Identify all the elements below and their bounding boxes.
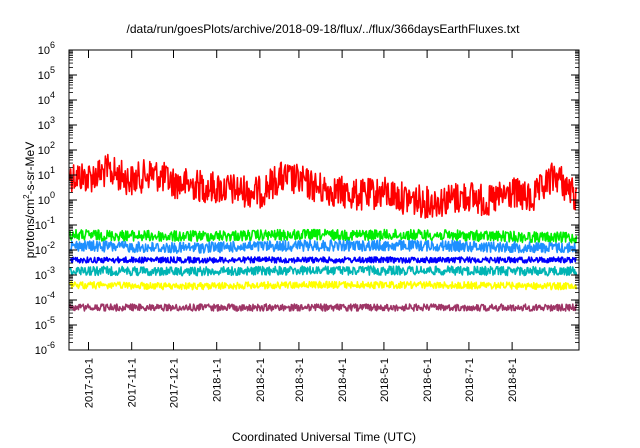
series-line-3 xyxy=(69,256,577,264)
y-tick-label: 104 xyxy=(38,90,55,107)
y-tick-label: 103 xyxy=(38,115,55,132)
y-tick-label: 101 xyxy=(38,165,55,182)
series-line-1 xyxy=(69,228,578,244)
y-tick-label: 10-4 xyxy=(35,290,55,307)
y-tick-label: 10-5 xyxy=(35,315,55,332)
y-axis: 10-6 10-5 10-4 10-3 10-2 10-1 100 101 102 103 104 1… xyxy=(35,40,579,357)
series-line-4 xyxy=(69,265,578,277)
y-axis-label: protons/cm2-s-sr-MeV xyxy=(22,142,37,258)
x-axis: 2017-10-1 2017-11-1 2017-12-1 2018-1-1 2018-… xyxy=(84,50,519,408)
x-tick-label: 2018-2-1 xyxy=(255,358,267,402)
x-tick-label: 2018-1-1 xyxy=(212,358,224,402)
y-tick-label: 100 xyxy=(38,190,55,207)
x-tick-label: 2018-5-1 xyxy=(379,358,391,402)
chart-title: /data/run/goesPlots/archive/2018-09-18/f… xyxy=(127,22,521,36)
y-tick-label: 105 xyxy=(38,65,55,82)
x-tick-label: 2017-10-1 xyxy=(84,358,96,408)
series-line-6 xyxy=(69,303,578,312)
y-tick-label: 106 xyxy=(38,40,55,57)
x-tick-label: 2018-8-1 xyxy=(507,358,519,402)
y-tick-label: 10-1 xyxy=(35,215,55,232)
y-tick-label: 10-3 xyxy=(35,265,55,282)
series-line-5 xyxy=(69,280,578,291)
y-tick-label: 102 xyxy=(38,140,55,157)
y-tick-label: 10-2 xyxy=(35,240,55,257)
x-axis-label: Coordinated Universal Time (UTC) xyxy=(232,430,416,444)
x-tick-label: 2018-7-1 xyxy=(464,358,476,402)
x-tick-label: 2018-6-1 xyxy=(422,358,434,402)
y-tick-label: 10-6 xyxy=(35,340,55,357)
x-tick-label: 2018-4-1 xyxy=(337,358,349,402)
series-line-0 xyxy=(69,153,578,219)
series-line-2 xyxy=(69,239,578,254)
x-tick-label: 2018-3-1 xyxy=(294,358,306,402)
x-tick-label: 2017-11-1 xyxy=(127,358,139,407)
x-tick-label: 2017-12-1 xyxy=(169,358,181,408)
series-layer xyxy=(69,153,578,312)
